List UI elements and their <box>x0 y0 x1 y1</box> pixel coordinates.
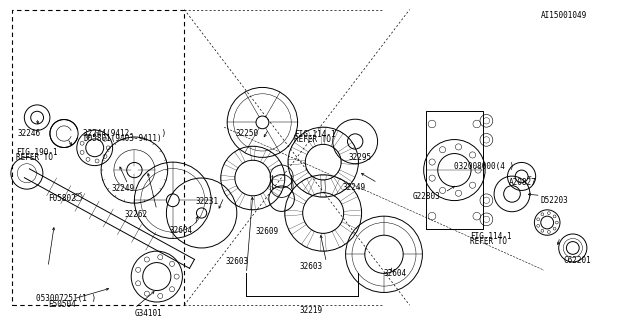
Text: E50504: E50504 <box>48 300 76 309</box>
Text: 32603: 32603 <box>226 258 249 267</box>
Text: 032008000(4 ): 032008000(4 ) <box>454 162 515 171</box>
Text: 32219: 32219 <box>300 306 323 315</box>
Text: D05801(9403-9411): D05801(9403-9411) <box>83 133 162 142</box>
Text: 32604: 32604 <box>170 226 193 235</box>
Text: G34101: G34101 <box>134 309 162 318</box>
Text: C62201: C62201 <box>563 256 591 265</box>
Text: 32231: 32231 <box>195 197 218 206</box>
Text: F05802: F05802 <box>48 194 76 203</box>
Text: A20827: A20827 <box>509 178 536 187</box>
Text: G22803: G22803 <box>413 192 440 201</box>
Text: REFER TO: REFER TO <box>294 135 332 144</box>
Text: 32262: 32262 <box>125 210 148 219</box>
Text: 32250: 32250 <box>236 129 259 138</box>
Text: FIG.190-1: FIG.190-1 <box>16 148 58 157</box>
Text: 32244(9412-      ): 32244(9412- ) <box>83 129 166 138</box>
Text: FIG.114-1: FIG.114-1 <box>470 232 512 241</box>
Text: 32603: 32603 <box>300 262 323 271</box>
Text: 32604: 32604 <box>384 268 407 278</box>
Text: 32246: 32246 <box>18 129 41 138</box>
Text: 32295: 32295 <box>349 153 372 162</box>
Text: D52203: D52203 <box>541 196 568 204</box>
Text: REFER TO: REFER TO <box>470 237 508 246</box>
Text: FIG.114-1: FIG.114-1 <box>294 130 336 139</box>
Text: 32249: 32249 <box>112 184 135 193</box>
Text: 05300725I(1 ): 05300725I(1 ) <box>36 294 97 303</box>
Text: AI15001049: AI15001049 <box>541 11 587 20</box>
Text: 32609: 32609 <box>256 227 279 236</box>
Text: REFER TO: REFER TO <box>16 153 53 162</box>
Text: 32249: 32249 <box>342 183 365 192</box>
